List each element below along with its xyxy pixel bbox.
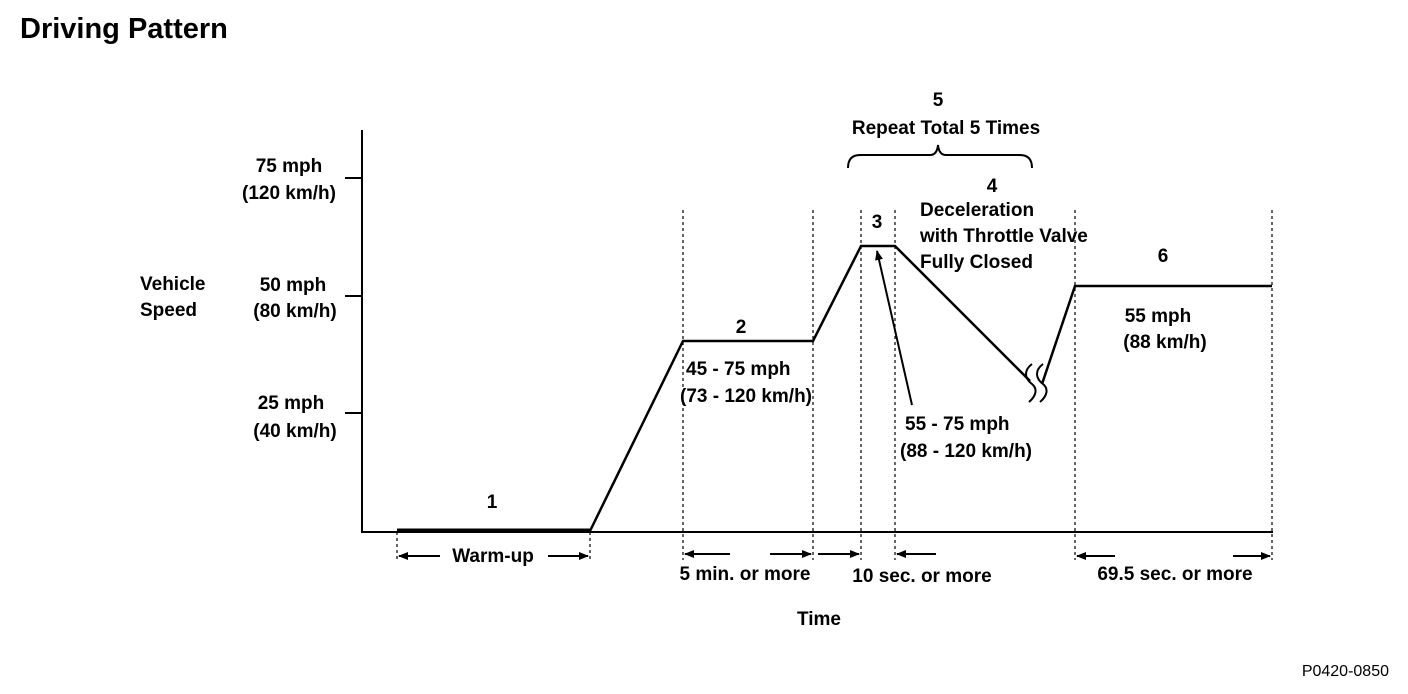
figure-id: P0420-0850 — [1302, 663, 1389, 680]
step-4-number: 4 — [987, 176, 998, 197]
step-3-speed: 55 - 75 mph — [905, 414, 1010, 435]
y-tick-label: 25 mph — [258, 393, 325, 414]
x-axis-label: Time — [797, 609, 841, 630]
step-3-number: 3 — [872, 212, 883, 233]
step-1-number: 1 — [487, 492, 498, 513]
step-4-label: with Throttle Valve — [919, 226, 1088, 247]
y-tick-label: (40 km/h) — [253, 421, 336, 442]
y-tick-label: (120 km/h) — [242, 183, 336, 204]
step-5-number: 5 — [933, 90, 944, 111]
speed-curve-resume — [1040, 284, 1272, 385]
step-2-number: 2 — [736, 317, 747, 338]
page-title: Driving Pattern — [20, 13, 228, 45]
step-5-label: Repeat Total 5 Times — [852, 118, 1040, 139]
y-axis-label: Speed — [140, 300, 197, 321]
repeat-brace — [847, 144, 1033, 169]
speed-curve — [588, 244, 1031, 532]
y-tick-label: 50 mph — [260, 275, 327, 296]
step-3-speed-kmh: (88 - 120 km/h) — [900, 441, 1032, 462]
time-break-icon — [1025, 363, 1048, 403]
step-6-number: 6 — [1158, 246, 1169, 267]
step-2-speed: 45 - 75 mph — [686, 359, 791, 380]
step-3-duration: 10 sec. or more — [852, 566, 991, 587]
step-6-speed: 55 mph — [1125, 306, 1192, 327]
y-tick-label: (80 km/h) — [253, 301, 336, 322]
step-4-label: Deceleration — [920, 200, 1034, 221]
step-6-speed-kmh: (88 km/h) — [1123, 332, 1206, 353]
step-2-speed-kmh: (73 - 120 km/h) — [680, 386, 812, 407]
step-2-duration: 5 min. or more — [680, 564, 811, 585]
step-4-label: Fully Closed — [920, 252, 1033, 273]
step-6-duration: 69.5 sec. or more — [1097, 564, 1252, 585]
y-axis-label: Vehicle — [140, 274, 206, 295]
y-tick-label: 75 mph — [256, 156, 323, 177]
step-3-pointer-arrow — [875, 250, 913, 406]
step-1-duration: Warm-up — [452, 546, 534, 567]
